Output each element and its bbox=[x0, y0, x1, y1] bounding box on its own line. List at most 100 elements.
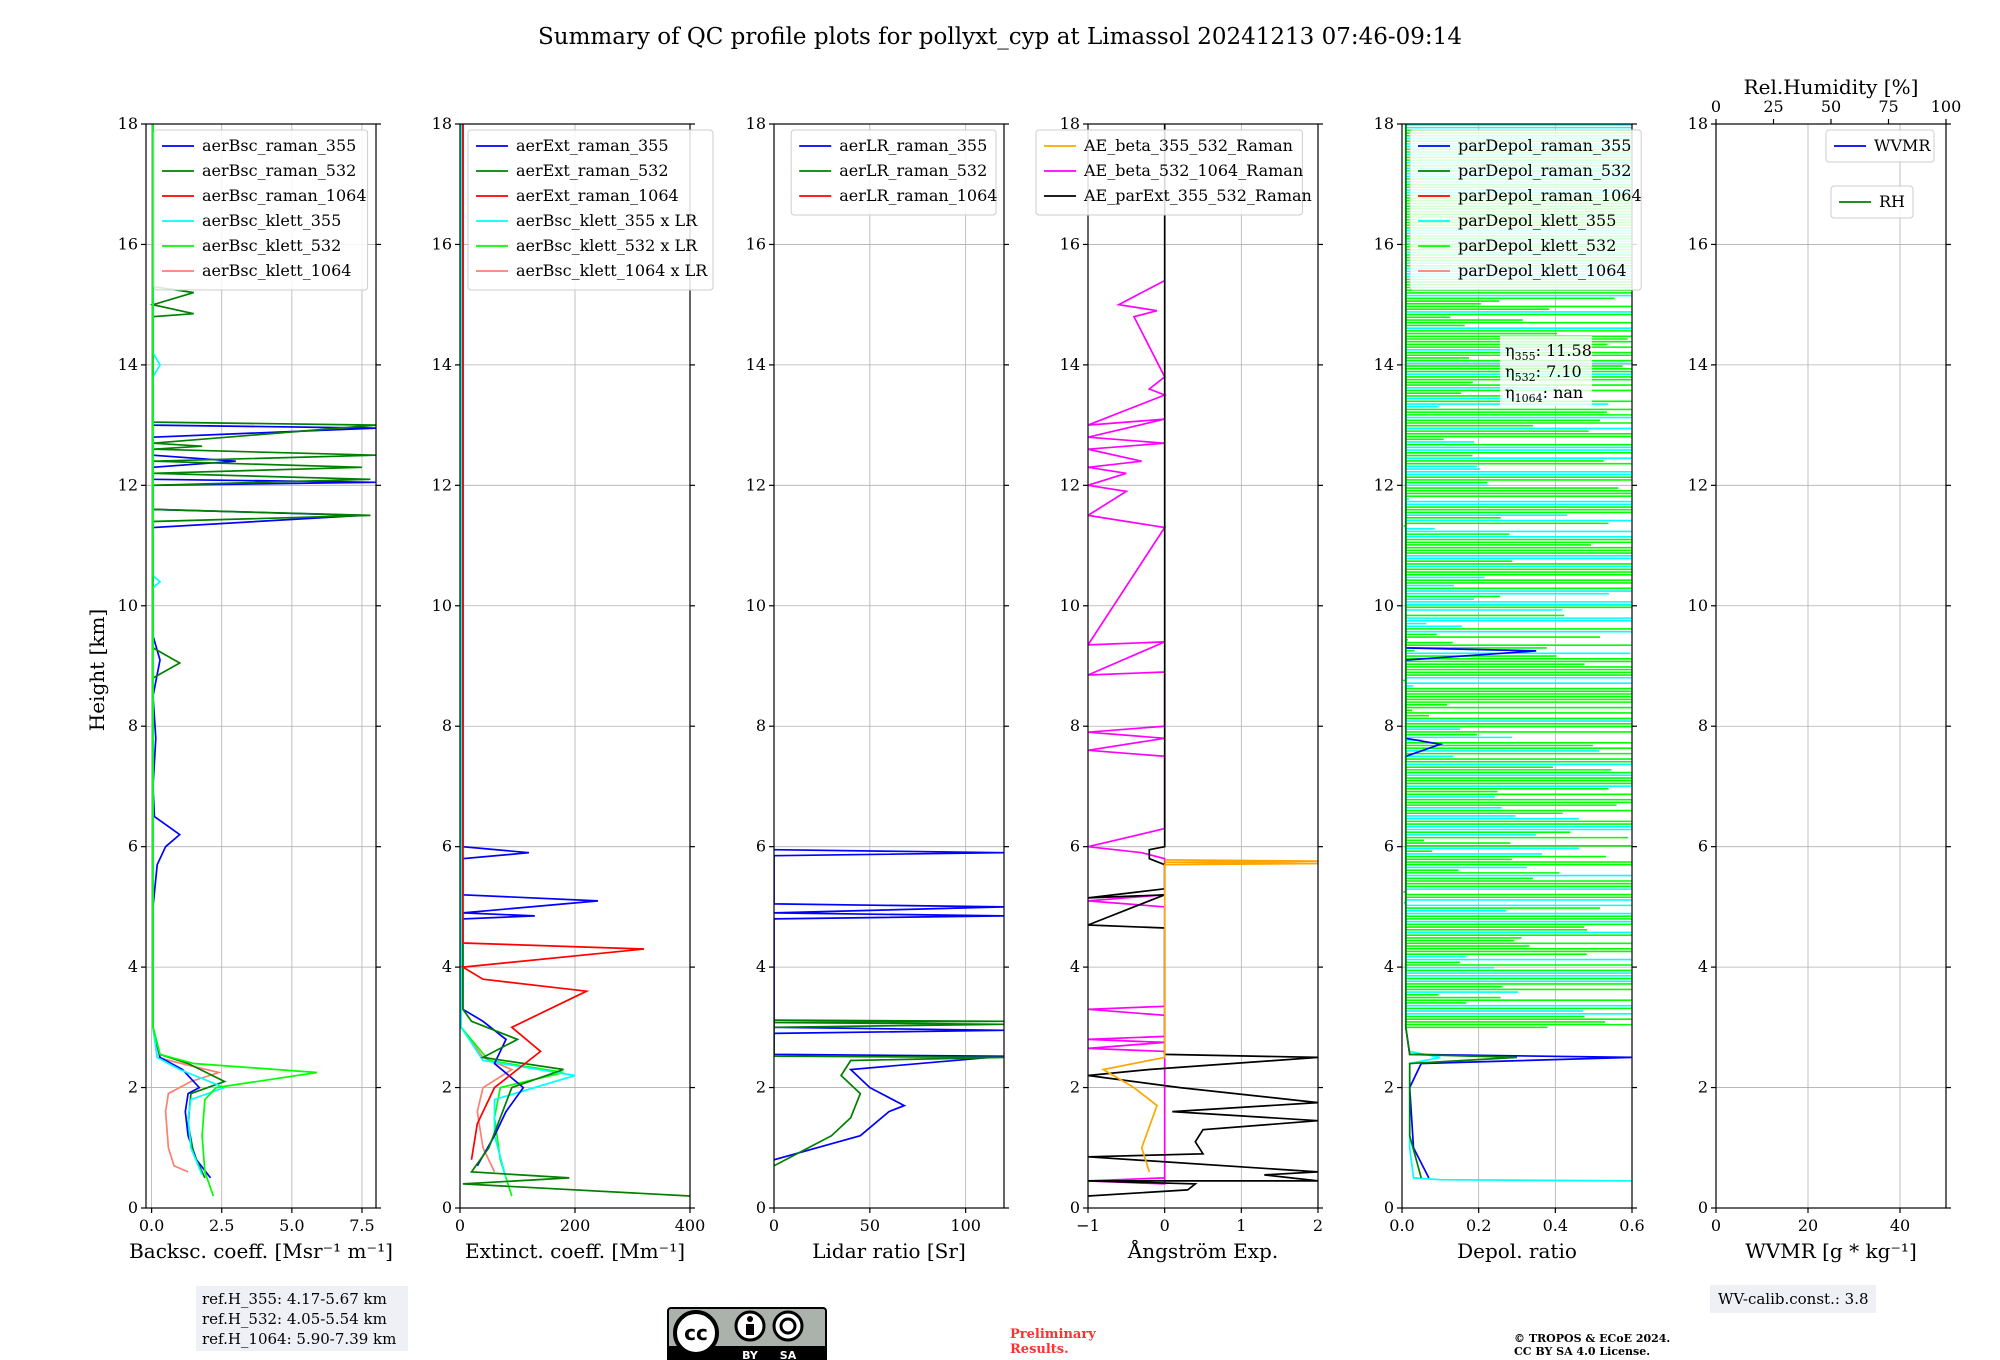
x-tick-label: 2 bbox=[1313, 1216, 1323, 1235]
y-tick-label: 14 bbox=[1374, 355, 1394, 374]
y-tick-label: 10 bbox=[1060, 596, 1080, 615]
eta-note-line: η532: 7.10 bbox=[1505, 362, 1582, 384]
x-tick-label: 0 bbox=[769, 1216, 779, 1235]
legend-box bbox=[467, 129, 714, 291]
y-tick-label: 8 bbox=[442, 716, 452, 735]
panel-3-legend: aerLR_raman_355 aerLR_raman_532 aerLR_rama… bbox=[790, 129, 997, 216]
y-tick-label: 4 bbox=[1070, 957, 1080, 976]
x-tick-label: 5.0 bbox=[279, 1216, 304, 1235]
x-tick-label: −1 bbox=[1076, 1216, 1100, 1235]
y-tick-label: 8 bbox=[756, 716, 766, 735]
legend-label-aerext-raman-532: aerExt_raman_532 bbox=[516, 161, 669, 180]
y-tick-label: 18 bbox=[432, 114, 452, 133]
y-tick-label: 8 bbox=[1698, 716, 1708, 735]
y-tick-label: 6 bbox=[1698, 837, 1708, 856]
x-tick-label: 0.0 bbox=[139, 1216, 164, 1235]
y-tick-label: 2 bbox=[1698, 1078, 1708, 1097]
legend-label-pardepol-klett-355: parDepol_klett_355 bbox=[1458, 211, 1616, 230]
x-tick-label: 200 bbox=[560, 1216, 591, 1235]
y-axis-label: Height [km] bbox=[85, 609, 109, 731]
top-x-label: Rel.Humidity [%] bbox=[1744, 75, 1919, 99]
legend-box bbox=[1825, 129, 1935, 163]
legend-label-aerext-raman-355: aerExt_raman_355 bbox=[516, 136, 669, 155]
y-tick-label: 16 bbox=[118, 234, 138, 253]
y-tick-label: 10 bbox=[118, 596, 138, 615]
y-tick-label: 0 bbox=[1384, 1198, 1394, 1217]
y-tick-label: 18 bbox=[1374, 114, 1394, 133]
y-tick-label: 6 bbox=[1070, 837, 1080, 856]
y-tick-label: 0 bbox=[1698, 1198, 1708, 1217]
series-line-aerbsc-klett-532 bbox=[152, 124, 318, 1197]
eta-note-line: η1064: nan bbox=[1505, 383, 1583, 405]
y-tick-label: 4 bbox=[442, 957, 452, 976]
y-tick-label: 4 bbox=[1384, 957, 1394, 976]
y-tick-label: 14 bbox=[432, 355, 452, 374]
legend-label-pardepol-raman-355: parDepol_raman_355 bbox=[1458, 136, 1631, 155]
preliminary-line-2: Results. bbox=[1010, 1342, 1069, 1357]
y-tick-label: 2 bbox=[756, 1078, 766, 1097]
legend-label-aerbsc-klett-355: aerBsc_klett_355 bbox=[202, 211, 341, 230]
y-tick-label: 6 bbox=[756, 837, 766, 856]
y-tick-label: 0 bbox=[756, 1198, 766, 1217]
x-tick-label: 7.5 bbox=[349, 1216, 374, 1235]
legend-label-aerext-raman-1064: aerExt_raman_1064 bbox=[516, 186, 679, 205]
panel-4-xlabel: Ångström Exp. bbox=[1127, 1238, 1278, 1263]
y-tick-label: 2 bbox=[128, 1078, 138, 1097]
y-tick-label: 12 bbox=[746, 475, 766, 494]
legend-label-ae-parext-355-532-raman: AE_parExt_355_532_Raman bbox=[1083, 186, 1312, 205]
y-tick-label: 16 bbox=[1374, 234, 1394, 253]
y-tick-label: 12 bbox=[1060, 475, 1080, 494]
legend-box bbox=[790, 129, 997, 216]
ref-heights-note: ref.H_355: 4.17-5.67 km ref.H_532: 4.05-… bbox=[196, 1286, 408, 1351]
y-tick-label: 16 bbox=[1060, 234, 1080, 253]
y-tick-label: 4 bbox=[128, 957, 138, 976]
y-tick-label: 18 bbox=[1688, 114, 1708, 133]
panel-4-legend: AE_beta_355_532_Raman AE_beta_532_1064_Ra… bbox=[1035, 129, 1312, 216]
panel-3-grid bbox=[773, 123, 1004, 1209]
panel-6-frame bbox=[1715, 123, 1947, 1209]
legend-label-ae-beta-355-532-raman: AE_beta_355_532_Raman bbox=[1083, 136, 1293, 155]
y-tick-label: 0 bbox=[1070, 1198, 1080, 1217]
panel-4-series bbox=[1088, 124, 1318, 1197]
legend-label-aerbsc-klett-1064-x-lr: aerBsc_klett_1064 x LR bbox=[516, 261, 708, 280]
eta-note-box bbox=[1500, 336, 1592, 406]
legend-label-aerbsc-raman-1064: aerBsc_raman_1064 bbox=[202, 186, 367, 205]
series-line-aerlr-raman-532 bbox=[774, 1019, 1004, 1167]
x-tick-label: 0.6 bbox=[1619, 1216, 1644, 1235]
top-x-tick-label: 0 bbox=[1711, 97, 1721, 116]
y-tick-label: 12 bbox=[1688, 475, 1708, 494]
legend-label-aerbsc-klett-532: aerBsc_klett_532 bbox=[202, 236, 341, 255]
x-tick-label: 0.2 bbox=[1466, 1216, 1491, 1235]
panel-3-xlabel: Lidar ratio [Sr] bbox=[812, 1239, 966, 1263]
legend-label-rh: RH bbox=[1879, 192, 1905, 211]
y-tick-label: 2 bbox=[1070, 1078, 1080, 1097]
y-tick-label: 8 bbox=[1384, 716, 1394, 735]
legend-box bbox=[153, 129, 369, 291]
y-tick-label: 14 bbox=[746, 355, 766, 374]
x-tick-label: 0 bbox=[1160, 1216, 1170, 1235]
x-tick-label: 0.4 bbox=[1543, 1216, 1568, 1235]
panel-2-xlabel: Extinct. coeff. [Mm⁻¹] bbox=[465, 1239, 685, 1263]
legend-label-ae-beta-532-1064-raman: AE_beta_532_1064_Raman bbox=[1083, 161, 1303, 180]
panel-5-xlabel: Depol. ratio bbox=[1457, 1239, 1577, 1263]
legend-label-aerbsc-klett-1064: aerBsc_klett_1064 bbox=[202, 261, 351, 280]
wv-calib-text: WV-calib.const.: 3.8 bbox=[1718, 1290, 1869, 1308]
panel-1-series bbox=[149, 124, 376, 1197]
copyright-line-2: CC BY SA 4.0 License. bbox=[1514, 1345, 1650, 1358]
y-tick-label: 18 bbox=[1060, 114, 1080, 133]
ref-height-355: ref.H_355: 4.17-5.67 km bbox=[202, 1290, 387, 1308]
legend-label-aerbsc-raman-532: aerBsc_raman_532 bbox=[202, 161, 356, 180]
legend-label-wvmr: WVMR bbox=[1874, 136, 1931, 155]
panel-6-grid bbox=[1715, 123, 1946, 1209]
wv-calib-note: WV-calib.const.: 3.8 bbox=[1710, 1285, 1876, 1313]
y-tick-label: 4 bbox=[756, 957, 766, 976]
y-tick-label: 12 bbox=[1374, 475, 1394, 494]
y-tick-label: 14 bbox=[1060, 355, 1080, 374]
y-tick-label: 8 bbox=[128, 716, 138, 735]
panel-1-frame bbox=[145, 123, 377, 1209]
x-tick-label: 50 bbox=[860, 1216, 880, 1235]
legend-label-pardepol-klett-1064: parDepol_klett_1064 bbox=[1458, 261, 1627, 280]
